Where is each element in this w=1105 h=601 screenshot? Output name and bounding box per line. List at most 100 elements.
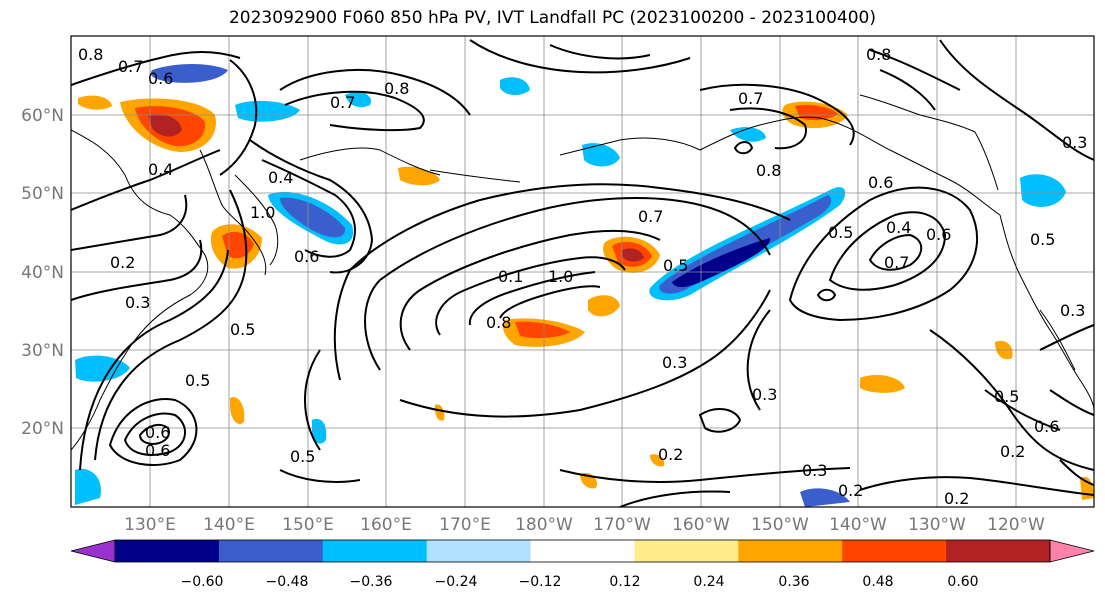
contour-labels: 0.7 0.8 0.6 0.4 0.7 0.8 1.0 0.4 0.6 0.2 … xyxy=(78,45,1087,508)
pos-anomaly-15 xyxy=(650,454,665,467)
neg-anomaly-10 xyxy=(800,488,850,507)
contour-label: 0.3 xyxy=(1060,301,1085,320)
contour-label: 0.8 xyxy=(78,45,103,64)
lon-label: 180°W xyxy=(515,515,573,535)
neg-anomaly-3 xyxy=(150,64,228,83)
contour-label: 0.5 xyxy=(185,371,210,390)
pos-anomaly-5 xyxy=(588,295,620,317)
lat-label: 50°N xyxy=(21,184,64,204)
pos-anomaly-6-core xyxy=(795,104,838,121)
pos-anomaly-4-core xyxy=(515,321,570,339)
contour-label: 1.0 xyxy=(548,267,573,286)
colorbar-tick-label: −0.60 xyxy=(181,574,224,590)
colorbar-segment xyxy=(426,540,532,562)
colorbar-segment xyxy=(218,540,324,562)
contour-label: 0.3 xyxy=(802,461,827,480)
colorbar-tick-label: −0.24 xyxy=(435,574,478,590)
contour-label: 0.6 xyxy=(926,225,951,244)
neg-anomaly-12 xyxy=(345,92,371,108)
contour-label: 0.6 xyxy=(294,247,319,266)
lon-label: 140°E xyxy=(203,515,255,535)
map-frame xyxy=(70,35,1095,508)
contour-label: 0.3 xyxy=(125,293,150,312)
pos-anomaly-3-inner xyxy=(622,248,644,262)
contour-label: 0.4 xyxy=(268,168,293,187)
lon-label: 160°E xyxy=(360,515,412,535)
neg-anomaly-7 xyxy=(582,143,620,167)
contour-label: 0.7 xyxy=(330,93,355,112)
colorbar-segment xyxy=(946,540,1051,562)
neg-anomaly-9 xyxy=(312,418,327,444)
contour-label: 0.5 xyxy=(290,447,315,466)
contour-label: 0.3 xyxy=(662,353,687,372)
lat-label: 30°N xyxy=(21,341,64,361)
contour-label: 0.7 xyxy=(884,253,909,272)
ivt-contours xyxy=(71,39,1094,507)
neg-anomaly-1-inner xyxy=(672,238,771,288)
contour-label: 0.6 xyxy=(148,69,173,88)
lat-label: 20°N xyxy=(21,419,64,439)
lon-label: 150°E xyxy=(282,515,334,535)
contour-label: 0.3 xyxy=(1062,133,1087,152)
colorbar-tick-label: 0.36 xyxy=(778,574,809,590)
colorbar-segment xyxy=(738,540,843,562)
contour-label: 0.8 xyxy=(756,161,781,180)
lat-label: 60°N xyxy=(21,106,64,126)
contour-label: 0.4 xyxy=(148,160,173,179)
contour-label: 0.8 xyxy=(866,45,891,64)
colorbar-segment xyxy=(322,540,428,562)
contour-label: 0.5 xyxy=(230,320,255,339)
latitude-labels: 60°N 50°N 40°N 30°N 20°N xyxy=(21,106,64,439)
colorbar-extend-low xyxy=(70,539,116,563)
contour-label: 0.2 xyxy=(944,489,969,508)
neg-anomaly-8 xyxy=(500,77,530,96)
contour-label: 0.5 xyxy=(994,387,1019,406)
neg-anomaly-2-core xyxy=(280,197,346,238)
neg-anomaly-5 xyxy=(1020,174,1066,207)
neg-anomaly-13 xyxy=(730,127,766,142)
colorbar-segment xyxy=(842,540,947,562)
contour-label: 0.8 xyxy=(384,79,409,98)
neg-anomaly-11 xyxy=(75,468,101,505)
pos-anomaly-9 xyxy=(230,397,245,425)
lon-label: 160°W xyxy=(672,515,730,535)
colorbar-tick-labels: −0.60 −0.48 −0.36 −0.24 −0.12 0.12 0.24 … xyxy=(181,574,979,590)
lon-label: 150°W xyxy=(751,515,809,535)
contour-label: 0.3 xyxy=(752,385,777,404)
contour-label: 0.2 xyxy=(838,481,863,500)
pv-shading xyxy=(75,64,1094,507)
colorbar-segments xyxy=(70,539,1095,563)
colorbar-tick-label: −0.12 xyxy=(519,574,562,590)
colorbar-tick-label: 0.12 xyxy=(609,574,640,590)
lon-label: 140°W xyxy=(829,515,887,535)
contour-label: 1.0 xyxy=(250,203,275,222)
longitude-labels: 130°E 140°E 150°E 160°E 170°E 180°W 170°… xyxy=(124,515,1045,535)
contour-label: 0.4 xyxy=(886,218,911,237)
pos-anomaly-13 xyxy=(434,404,445,421)
coastlines xyxy=(71,94,1094,451)
colorbar-tick-label: 0.48 xyxy=(862,574,893,590)
lon-label: 130°W xyxy=(908,515,966,535)
colorbar-frame xyxy=(114,539,1051,563)
lon-label: 170°W xyxy=(593,515,651,535)
contour-label: 0.2 xyxy=(110,253,135,272)
contour-label: 0.6 xyxy=(1034,417,1059,436)
pos-anomaly-12 xyxy=(1080,476,1094,500)
contour-label: 0.8 xyxy=(486,313,511,332)
pos-anomaly-8 xyxy=(860,375,905,393)
contour-label: 0.5 xyxy=(1030,230,1055,249)
colorbar-segment xyxy=(115,540,220,562)
contour-label: 0.2 xyxy=(1000,442,1025,461)
colorbar-tick-label: 0.60 xyxy=(947,574,978,590)
contour-label: 0.5 xyxy=(663,256,688,275)
contour-label: 0.2 xyxy=(658,445,683,464)
chart-title: 2023092900 F060 850 hPa PV, IVT Landfall… xyxy=(228,8,876,28)
contour-label: 0.6 xyxy=(145,441,170,460)
contour-label: 0.6 xyxy=(868,173,893,192)
colorbar: −0.60 −0.48 −0.36 −0.24 −0.12 0.12 0.24 … xyxy=(70,539,1095,590)
contour-label: 0.5 xyxy=(828,223,853,242)
contour-label: 0.7 xyxy=(118,57,143,76)
colorbar-segment xyxy=(634,540,739,562)
contour-label: 0.7 xyxy=(638,207,663,226)
